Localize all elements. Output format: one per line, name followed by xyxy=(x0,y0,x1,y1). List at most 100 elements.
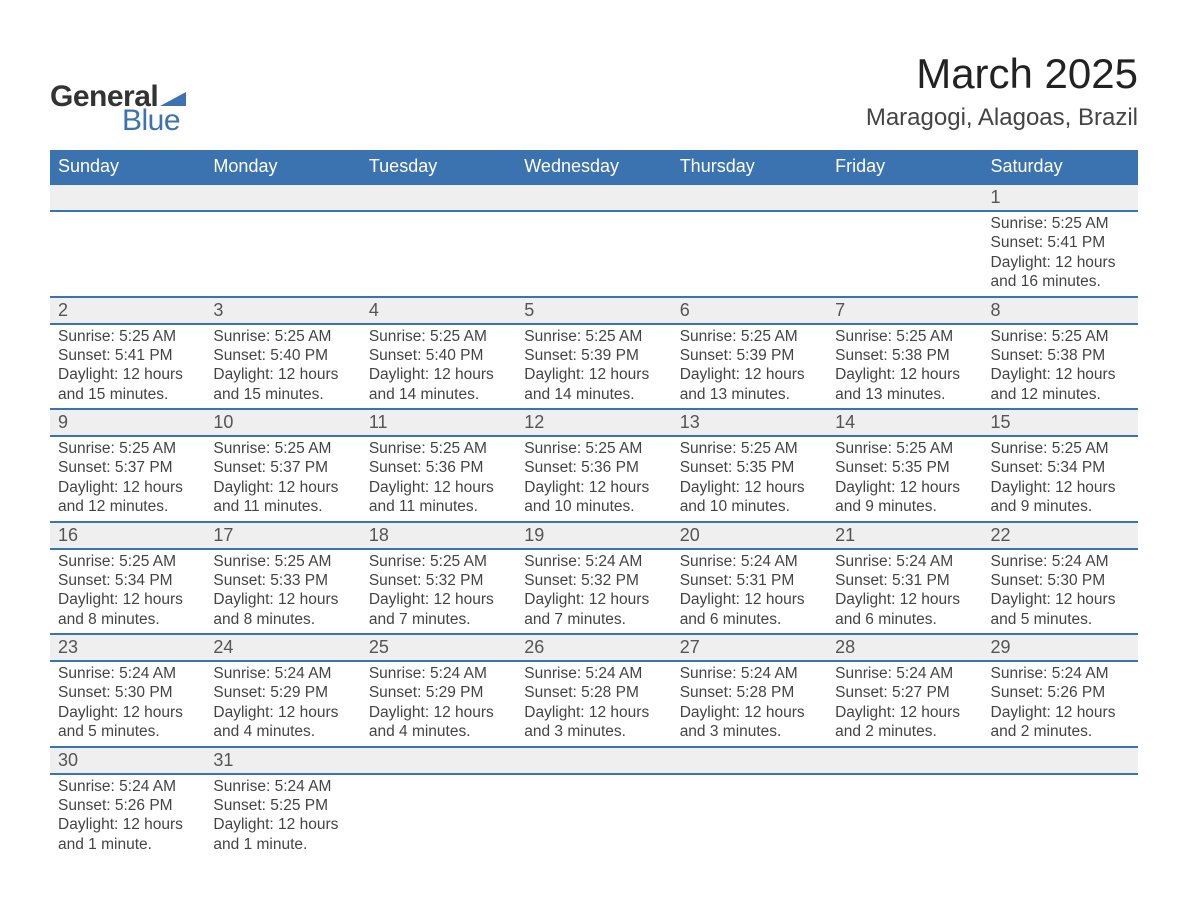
daylight-line-1: Daylight: 12 hours xyxy=(213,703,352,722)
day-number: 14 xyxy=(827,410,982,435)
day-details xyxy=(827,775,982,795)
daylight-line-2: and 8 minutes. xyxy=(213,610,352,629)
daylight-line-1: Daylight: 12 hours xyxy=(835,590,974,609)
day-number: 31 xyxy=(205,748,360,773)
sunset-line: Sunset: 5:30 PM xyxy=(58,683,197,702)
month-title: March 2025 xyxy=(866,50,1138,98)
day-details: Sunrise: 5:24 AMSunset: 5:25 PMDaylight:… xyxy=(205,775,360,859)
day-number: 5 xyxy=(516,298,671,323)
daylight-line-1: Daylight: 12 hours xyxy=(524,478,663,497)
sunrise-line: Sunrise: 5:25 AM xyxy=(58,552,197,571)
day-number xyxy=(672,748,827,772)
daylight-line-2: and 15 minutes. xyxy=(213,385,352,404)
daylight-line-1: Daylight: 12 hours xyxy=(58,703,197,722)
sunset-line: Sunset: 5:39 PM xyxy=(524,346,663,365)
daylight-line-2: and 5 minutes. xyxy=(991,610,1130,629)
week-daynum-row: 9101112131415 xyxy=(50,409,1138,436)
day-number: 10 xyxy=(205,410,360,435)
day-details xyxy=(361,775,516,795)
sunset-line: Sunset: 5:28 PM xyxy=(524,683,663,702)
sunrise-line: Sunrise: 5:25 AM xyxy=(213,439,352,458)
sunset-line: Sunset: 5:30 PM xyxy=(991,571,1130,590)
day-details xyxy=(50,212,205,232)
sunset-line: Sunset: 5:34 PM xyxy=(58,571,197,590)
brand-word-2: Blue xyxy=(122,104,180,138)
day-details: Sunrise: 5:25 AMSunset: 5:36 PMDaylight:… xyxy=(516,437,671,521)
weekday-header: Sunday xyxy=(50,150,205,184)
sunset-line: Sunset: 5:26 PM xyxy=(58,796,197,815)
day-details xyxy=(516,775,671,795)
sunrise-line: Sunrise: 5:25 AM xyxy=(524,439,663,458)
sunrise-line: Sunrise: 5:25 AM xyxy=(835,439,974,458)
daylight-line-2: and 9 minutes. xyxy=(835,497,974,516)
day-details: Sunrise: 5:24 AMSunset: 5:26 PMDaylight:… xyxy=(983,662,1138,746)
sunrise-line: Sunrise: 5:25 AM xyxy=(58,327,197,346)
day-details xyxy=(361,212,516,232)
day-number: 8 xyxy=(983,298,1138,323)
daylight-line-2: and 16 minutes. xyxy=(991,272,1130,291)
day-details: Sunrise: 5:25 AMSunset: 5:37 PMDaylight:… xyxy=(205,437,360,521)
day-number xyxy=(983,748,1138,772)
daylight-line-1: Daylight: 12 hours xyxy=(524,590,663,609)
weekday-header: Thursday xyxy=(672,150,827,184)
sunrise-line: Sunrise: 5:24 AM xyxy=(524,552,663,571)
daylight-line-1: Daylight: 12 hours xyxy=(835,703,974,722)
day-details: Sunrise: 5:25 AMSunset: 5:32 PMDaylight:… xyxy=(361,550,516,634)
day-number: 13 xyxy=(672,410,827,435)
sunrise-line: Sunrise: 5:25 AM xyxy=(369,439,508,458)
day-details: Sunrise: 5:24 AMSunset: 5:27 PMDaylight:… xyxy=(827,662,982,746)
sunrise-line: Sunrise: 5:25 AM xyxy=(369,327,508,346)
day-number xyxy=(361,185,516,209)
calendar-table: Sunday Monday Tuesday Wednesday Thursday… xyxy=(50,150,1138,858)
day-details xyxy=(983,775,1138,795)
daylight-line-2: and 1 minute. xyxy=(213,835,352,854)
sunrise-line: Sunrise: 5:24 AM xyxy=(835,664,974,683)
day-details: Sunrise: 5:25 AMSunset: 5:40 PMDaylight:… xyxy=(205,325,360,409)
sunrise-line: Sunrise: 5:25 AM xyxy=(680,327,819,346)
day-number: 18 xyxy=(361,523,516,548)
day-details xyxy=(205,212,360,232)
sunset-line: Sunset: 5:29 PM xyxy=(213,683,352,702)
daylight-line-1: Daylight: 12 hours xyxy=(369,703,508,722)
day-details: Sunrise: 5:24 AMSunset: 5:30 PMDaylight:… xyxy=(983,550,1138,634)
day-number xyxy=(516,748,671,772)
daylight-line-1: Daylight: 12 hours xyxy=(58,815,197,834)
sunset-line: Sunset: 5:40 PM xyxy=(369,346,508,365)
sunrise-line: Sunrise: 5:24 AM xyxy=(991,552,1130,571)
daylight-line-2: and 7 minutes. xyxy=(524,610,663,629)
weekday-header-row: Sunday Monday Tuesday Wednesday Thursday… xyxy=(50,150,1138,184)
sunrise-line: Sunrise: 5:25 AM xyxy=(369,552,508,571)
week-details-row: Sunrise: 5:25 AMSunset: 5:41 PMDaylight:… xyxy=(50,324,1138,410)
day-number: 27 xyxy=(672,635,827,660)
daylight-line-2: and 15 minutes. xyxy=(58,385,197,404)
day-number: 28 xyxy=(827,635,982,660)
day-number: 23 xyxy=(50,635,205,660)
page-header: General Blue March 2025 Maragogi, Alagoa… xyxy=(50,50,1138,138)
sunset-line: Sunset: 5:31 PM xyxy=(835,571,974,590)
day-number: 25 xyxy=(361,635,516,660)
day-number: 9 xyxy=(50,410,205,435)
day-details: Sunrise: 5:24 AMSunset: 5:29 PMDaylight:… xyxy=(361,662,516,746)
sunrise-line: Sunrise: 5:25 AM xyxy=(213,327,352,346)
daylight-line-2: and 13 minutes. xyxy=(835,385,974,404)
day-details xyxy=(672,775,827,795)
day-details: Sunrise: 5:24 AMSunset: 5:31 PMDaylight:… xyxy=(827,550,982,634)
day-number: 2 xyxy=(50,298,205,323)
day-number: 21 xyxy=(827,523,982,548)
sunrise-line: Sunrise: 5:24 AM xyxy=(524,664,663,683)
sunrise-line: Sunrise: 5:25 AM xyxy=(991,439,1130,458)
day-number xyxy=(205,185,360,209)
day-details xyxy=(827,212,982,232)
day-number xyxy=(516,185,671,209)
daylight-line-1: Daylight: 12 hours xyxy=(680,478,819,497)
sunrise-line: Sunrise: 5:24 AM xyxy=(680,664,819,683)
daylight-line-2: and 7 minutes. xyxy=(369,610,508,629)
day-details: Sunrise: 5:25 AMSunset: 5:36 PMDaylight:… xyxy=(361,437,516,521)
day-details: Sunrise: 5:24 AMSunset: 5:31 PMDaylight:… xyxy=(672,550,827,634)
daylight-line-1: Daylight: 12 hours xyxy=(369,365,508,384)
daylight-line-1: Daylight: 12 hours xyxy=(991,703,1130,722)
daylight-line-1: Daylight: 12 hours xyxy=(524,703,663,722)
daylight-line-1: Daylight: 12 hours xyxy=(58,478,197,497)
sunset-line: Sunset: 5:38 PM xyxy=(835,346,974,365)
daylight-line-1: Daylight: 12 hours xyxy=(213,815,352,834)
